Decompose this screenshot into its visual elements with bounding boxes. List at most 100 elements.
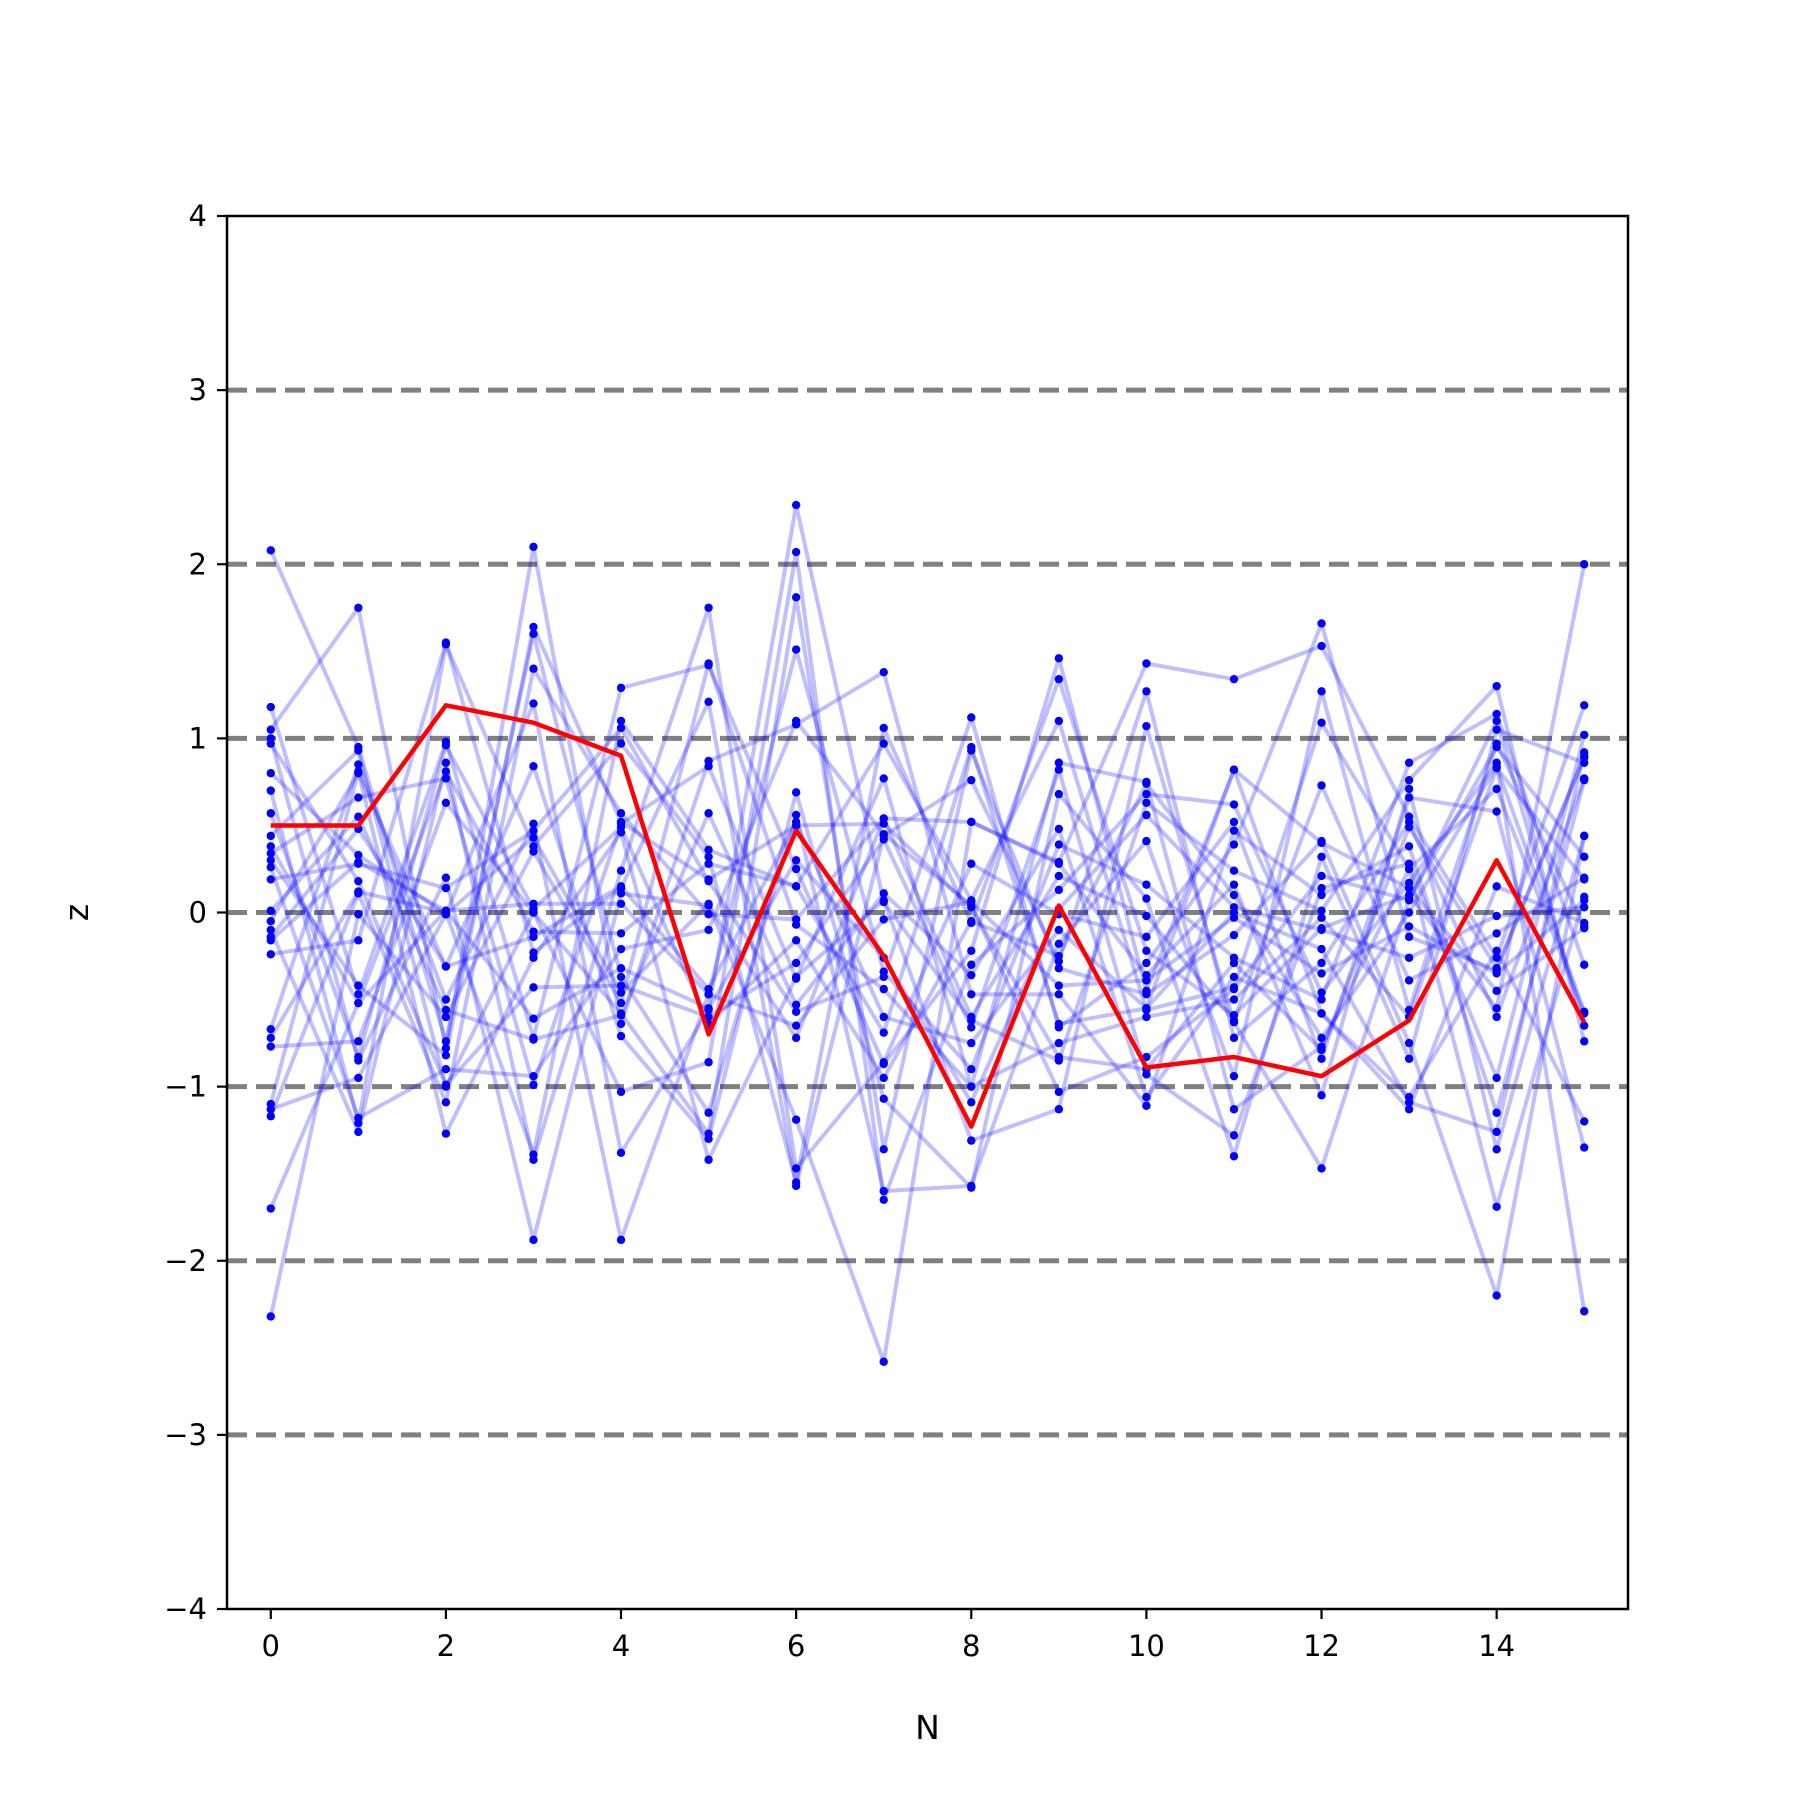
data-point: [1142, 789, 1151, 799]
data-point: [1492, 725, 1501, 734]
series-line: [268, 605, 1587, 1171]
data-point: [1054, 716, 1064, 726]
data-point: [1317, 913, 1326, 922]
data-point: [529, 833, 538, 842]
data-point: [1054, 758, 1064, 767]
data-point: [1492, 681, 1501, 691]
data-point: [1142, 946, 1151, 956]
data-point: [1580, 774, 1589, 783]
series-line: [269, 811, 1585, 1112]
data-point: [1054, 981, 1064, 990]
series-line: [269, 751, 1587, 1134]
data-point: [1229, 817, 1239, 827]
data-point: [704, 1134, 713, 1144]
data-point: [1492, 953, 1501, 962]
data-point: [879, 739, 888, 748]
data-point: [1142, 1012, 1151, 1022]
data-point: [1317, 1033, 1326, 1043]
data-point: [354, 793, 363, 802]
data-point: [266, 842, 275, 851]
data-point: [1317, 988, 1326, 997]
data-point: [354, 990, 363, 999]
data-point: [354, 936, 363, 945]
data-point: [441, 1012, 451, 1022]
series-line: [268, 743, 1587, 1080]
data-point: [529, 1014, 538, 1023]
data-point: [616, 882, 626, 891]
data-point: [441, 1080, 451, 1090]
data-point: [354, 1052, 363, 1062]
data-point: [1054, 1052, 1064, 1062]
data-point: [1054, 674, 1064, 684]
data-point: [441, 1098, 451, 1107]
data-point: [1142, 911, 1151, 921]
data-point: [704, 603, 713, 612]
data-point: [791, 1115, 801, 1124]
data-point: [616, 723, 626, 733]
data-point: [967, 1136, 976, 1145]
data-point: [1580, 903, 1589, 912]
data-point: [616, 809, 626, 818]
data-point: [967, 960, 976, 969]
data-point: [529, 1235, 538, 1245]
reference-lines: [227, 387, 1628, 1438]
data-point: [1317, 852, 1326, 861]
data-point: [1142, 1004, 1151, 1013]
series-line: [268, 718, 1587, 1120]
data-point: [1229, 765, 1239, 774]
data-point: [1404, 932, 1414, 942]
data-point: [266, 1033, 275, 1043]
data-point: [1404, 894, 1414, 903]
data-point: [967, 946, 976, 956]
data-point: [879, 1195, 888, 1205]
data-point: [354, 889, 363, 898]
series-line: [269, 727, 1585, 1190]
y-tick-label: −4: [164, 1592, 207, 1626]
data-point: [1317, 1045, 1326, 1055]
data-point: [616, 972, 626, 982]
data-point: [616, 817, 626, 827]
data-point: [354, 1127, 363, 1137]
data-point: [266, 1312, 275, 1321]
data-point: [1229, 880, 1239, 889]
data-point: [791, 958, 801, 968]
data-point: [1317, 781, 1326, 790]
data-point: [791, 500, 801, 510]
data-point: [1404, 922, 1414, 931]
data-point: [1404, 784, 1414, 794]
data-point: [1317, 619, 1326, 628]
data-point: [1404, 775, 1414, 785]
data-point: [616, 944, 626, 954]
data-point: [1317, 995, 1326, 1004]
data-point: [879, 896, 888, 905]
data-point: [879, 1186, 888, 1196]
x-tick-label: 12: [1303, 1629, 1340, 1663]
data-point: [266, 769, 275, 778]
data-point: [266, 1204, 275, 1213]
data-point: [1229, 800, 1239, 809]
data-point: [1054, 840, 1064, 849]
series-line: [269, 734, 1587, 1138]
series-line: [269, 503, 1587, 1155]
data-point: [529, 622, 538, 632]
series-line: [268, 563, 1587, 1185]
data-point: [266, 863, 275, 872]
data-point: [1580, 1117, 1589, 1126]
data-point: [791, 1007, 801, 1016]
data-point: [791, 817, 801, 827]
data-point: [879, 1073, 888, 1083]
data-point: [1317, 958, 1326, 968]
data-point: [441, 873, 451, 882]
data-point: [266, 831, 275, 841]
data-point: [1142, 659, 1151, 668]
data-point: [354, 769, 363, 778]
series-line: [270, 786, 1587, 1364]
data-point: [1054, 765, 1064, 774]
data-point: [354, 1037, 363, 1046]
data-point: [1229, 958, 1239, 968]
data-point: [441, 758, 451, 767]
data-point: [1317, 906, 1326, 915]
data-point: [1404, 1038, 1414, 1048]
data-point: [354, 746, 363, 755]
data-point: [791, 593, 801, 602]
